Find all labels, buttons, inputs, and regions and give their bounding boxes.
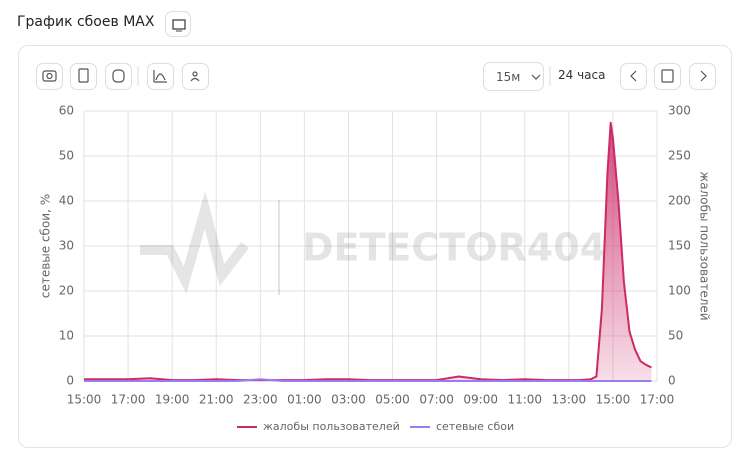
icon <box>172 19 186 32</box>
x-tick-label: 17:00 <box>111 393 146 407</box>
toolbar-icons <box>42 68 707 83</box>
data-button[interactable] <box>105 63 132 90</box>
x-tick-label: 07:00 <box>419 393 454 407</box>
x-tick-label: 15:00 <box>67 393 102 407</box>
x-tick-label: 03:00 <box>331 393 366 407</box>
y-tick-label: 0 <box>66 374 74 388</box>
y-tick-label: 40 <box>59 194 74 208</box>
x-tick-label: 17:00 <box>640 393 675 407</box>
x-tick-label: 09:00 <box>463 393 498 407</box>
prev-button[interactable] <box>620 63 647 90</box>
calendar-button[interactable] <box>654 63 681 90</box>
y2-tick-label: 200 <box>668 194 691 208</box>
legend-label: жалобы пользователей <box>263 420 400 433</box>
user-button[interactable] <box>182 63 209 90</box>
x-tick-label: 13:00 <box>552 393 587 407</box>
y-tick-label: 20 <box>59 284 74 298</box>
interval-select[interactable]: 15м <box>483 62 544 91</box>
x-tick-label: 01:00 <box>287 393 322 407</box>
y2-tick-label: 150 <box>668 239 691 253</box>
y-axis-title: сетевые сбои, % <box>39 194 53 298</box>
y2-axis-title: жалобы пользователей <box>698 171 712 320</box>
display-button[interactable] <box>165 11 191 37</box>
x-tick-label: 23:00 <box>243 393 278 407</box>
x-tick-label: 15:00 <box>596 393 631 407</box>
y-tick-label: 10 <box>59 329 74 343</box>
y2-tick-label: 100 <box>668 284 691 298</box>
line <box>84 378 652 382</box>
y2-tick-label: 250 <box>668 149 691 163</box>
screenshot-button[interactable] <box>36 63 63 90</box>
y2-tick-label: 50 <box>668 329 683 343</box>
y2-tick-label: 300 <box>668 104 691 118</box>
report-button[interactable] <box>70 63 97 90</box>
x-tick-label: 05:00 <box>375 393 410 407</box>
x-tick-label: 19:00 <box>155 393 190 407</box>
x-tick-label: 11:00 <box>507 393 542 407</box>
y2-tick-label: 0 <box>668 374 676 388</box>
watermark-logo <box>140 191 280 295</box>
y-tick-label: 50 <box>59 149 74 163</box>
x-tick-label: 21:00 <box>199 393 234 407</box>
next-button[interactable] <box>689 63 716 90</box>
chart-type-button[interactable] <box>147 63 174 90</box>
watermark: DETECTOR404 <box>302 226 606 270</box>
y-tick-label: 60 <box>59 104 74 118</box>
chart-card <box>18 45 732 448</box>
page-title: График сбоев MAX <box>17 14 155 30</box>
period-label: 24 часа <box>558 68 606 82</box>
legend-label: сетевые сбои <box>436 420 514 433</box>
y-tick-label: 30 <box>59 239 74 253</box>
line <box>84 121 652 382</box>
